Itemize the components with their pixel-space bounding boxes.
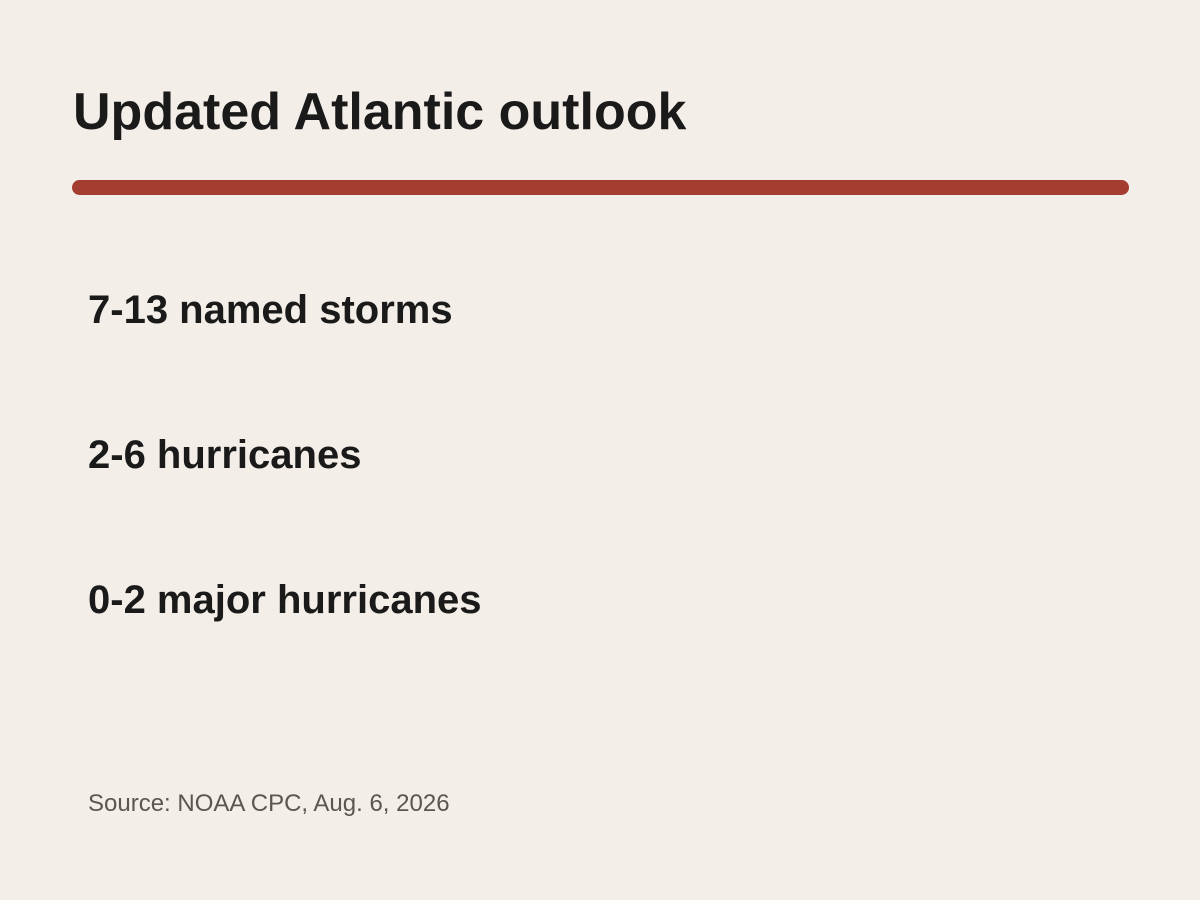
list-item-major-hurricanes: 0-2 major hurricanes — [88, 578, 482, 622]
slide-title: Updated Atlantic outlook — [73, 83, 687, 141]
outlook-list: 7-13 named storms 2-6 hurricanes 0-2 maj… — [88, 284, 482, 719]
title-divider — [72, 180, 1129, 195]
list-item-hurricanes: 2-6 hurricanes — [88, 433, 362, 477]
source-note: Source: NOAA CPC, Aug. 6, 2026 — [88, 790, 450, 817]
list-item-named-storms: 7-13 named storms — [88, 288, 453, 332]
